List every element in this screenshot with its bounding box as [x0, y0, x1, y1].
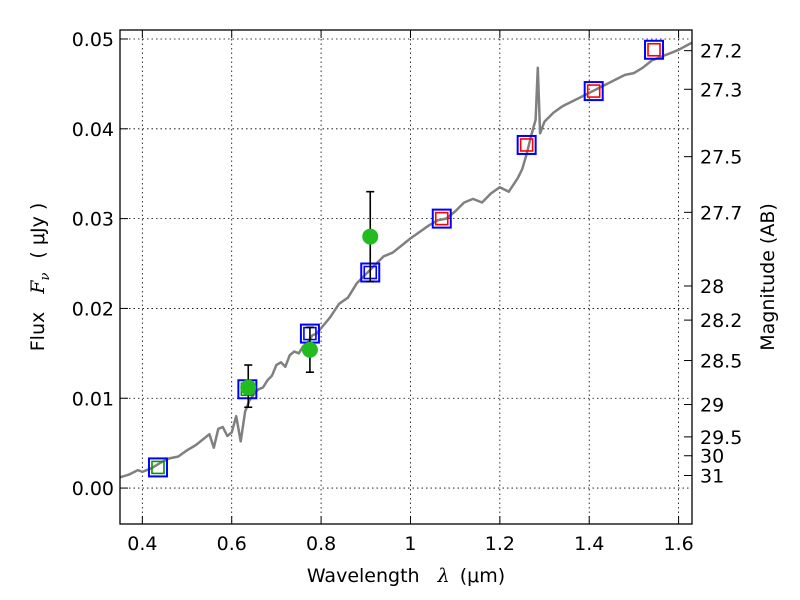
- y2-tick-label: 31: [700, 465, 724, 487]
- model-square-outer: [431, 208, 452, 229]
- y2-tick-label: 28: [700, 276, 724, 298]
- x-tick-label: 1.6: [663, 533, 693, 555]
- y2-tick-label: 29: [700, 395, 724, 417]
- y-tick-label: 0.00: [72, 478, 114, 500]
- x-tick-label: 1.2: [485, 533, 515, 555]
- model-square-inner: [586, 84, 601, 98]
- y2-tick-label: 27.7: [700, 202, 742, 224]
- x-axis-label: Wavelength λ (μm): [307, 565, 505, 587]
- x-tick-label: 0.8: [306, 533, 336, 555]
- y-tick-label: 0.01: [72, 388, 114, 410]
- x-tick-label: 0.6: [217, 533, 247, 555]
- y2-axis-label: Magnitude (AB): [757, 203, 779, 351]
- model-square-outer: [644, 39, 665, 60]
- model-square-outer: [516, 134, 537, 155]
- model-square-inner: [647, 42, 661, 57]
- y2-tick-label: 27.2: [700, 41, 742, 63]
- model-square-inner: [151, 460, 165, 475]
- y-axis-label: Flux Fν ( μJy ): [27, 203, 54, 352]
- axis-ticks: 0.4 0.6 0.8 1 1.2 1.4 1.6 0.00 0.01 0.02 0.03 0.04 0…: [72, 29, 743, 555]
- y2-tick-label: 28.2: [700, 310, 742, 332]
- y-tick-label: 0.04: [72, 119, 114, 141]
- y-tick-label: 0.03: [72, 209, 114, 231]
- model-square-inner: [434, 211, 449, 226]
- observed-point: [362, 228, 379, 245]
- y-tick-label: 0.05: [72, 29, 114, 51]
- y2-tick-label: 27.5: [700, 147, 742, 169]
- x-tick-label: 1.4: [574, 533, 604, 555]
- model-square-outer: [147, 457, 168, 478]
- plot-area: [119, 39, 693, 479]
- observed-point: [301, 341, 318, 358]
- y2-tick-label: 28.5: [700, 351, 742, 373]
- model-square-inner: [519, 138, 534, 152]
- x-tick-label: 0.4: [127, 533, 157, 555]
- grid-lines: [120, 30, 692, 524]
- x-tick-label: 1: [404, 533, 416, 555]
- y2-tick-label: 29.5: [700, 427, 742, 449]
- y-tick-label: 0.02: [72, 298, 114, 320]
- y2-tick-label: 27.3: [700, 79, 742, 101]
- y2-tick-label: 30: [700, 446, 724, 468]
- plot-frame: [119, 29, 693, 525]
- model-square-outer: [583, 81, 604, 102]
- observed-point: [240, 379, 257, 396]
